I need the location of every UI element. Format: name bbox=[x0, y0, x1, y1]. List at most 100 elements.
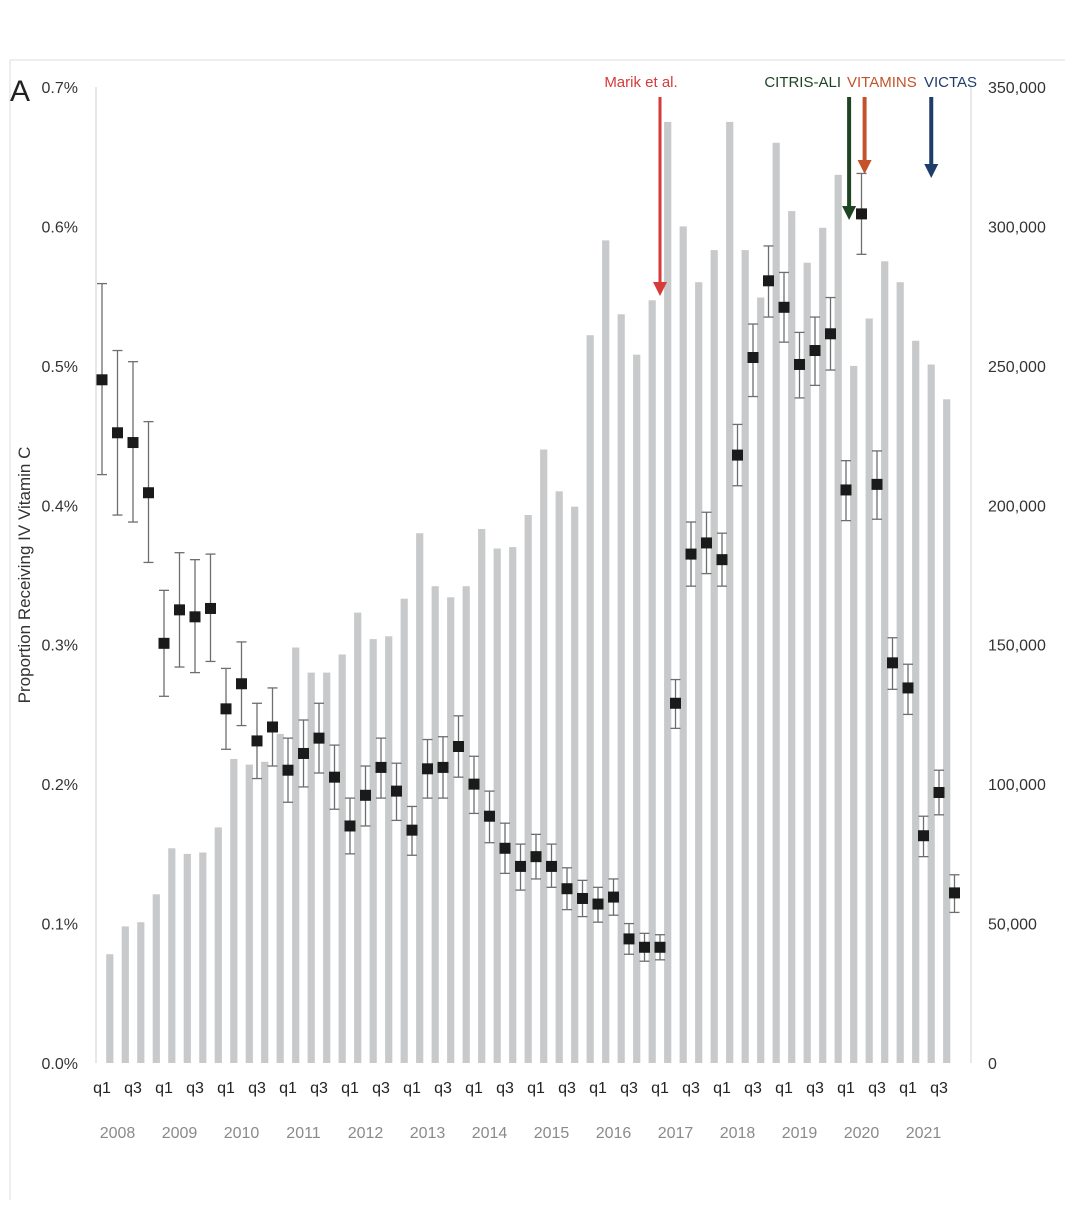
annotation-label: VICTAS bbox=[924, 74, 977, 91]
count-bar bbox=[245, 764, 253, 1063]
y-tick-label: 0.0% bbox=[42, 1056, 78, 1073]
count-bar bbox=[354, 612, 362, 1063]
count-bar bbox=[803, 262, 811, 1063]
x-tick-label: q1 bbox=[341, 1080, 359, 1097]
x-tick-label: q3 bbox=[496, 1080, 514, 1097]
count-bar bbox=[943, 399, 951, 1063]
annotation-arrow-head bbox=[842, 206, 857, 220]
annotation-arrow-head bbox=[924, 164, 939, 178]
x-tick-label: q3 bbox=[372, 1080, 390, 1097]
year-label: 2014 bbox=[472, 1125, 508, 1142]
x-tick-label: q1 bbox=[713, 1080, 731, 1097]
count-bar bbox=[400, 598, 408, 1063]
proportion-point bbox=[871, 478, 883, 490]
x-tick-label: q3 bbox=[558, 1080, 576, 1097]
count-bar bbox=[586, 335, 594, 1063]
proportion-point bbox=[546, 860, 557, 872]
count-bar bbox=[323, 672, 331, 1063]
y2-tick-label: 300,000 bbox=[988, 219, 1046, 236]
year-label: 2013 bbox=[410, 1125, 446, 1142]
proportion-point bbox=[685, 548, 697, 560]
proportion-point bbox=[267, 721, 278, 733]
year-label: 2017 bbox=[658, 1125, 694, 1142]
proportion-point bbox=[856, 208, 867, 220]
count-bar bbox=[338, 654, 346, 1063]
proportion-point bbox=[205, 602, 216, 614]
proportion-point bbox=[112, 427, 123, 439]
count-bar bbox=[664, 121, 672, 1063]
year-label: 2018 bbox=[720, 1125, 756, 1142]
y-tick-label: 0.5% bbox=[42, 359, 78, 376]
y2-tick-label: 250,000 bbox=[988, 359, 1046, 376]
y2-tick-label: 100,000 bbox=[988, 777, 1046, 794]
proportion-point bbox=[437, 761, 449, 773]
proportion-point bbox=[933, 787, 945, 799]
count-bar bbox=[865, 318, 873, 1063]
proportion-point bbox=[391, 785, 402, 797]
proportion-point bbox=[143, 487, 154, 499]
count-bar bbox=[679, 226, 687, 1063]
count-bar bbox=[927, 364, 935, 1063]
x-tick-label: q1 bbox=[651, 1080, 669, 1097]
y-tick-label: 0.2% bbox=[42, 777, 78, 794]
proportion-point bbox=[484, 810, 495, 822]
x-tick-label: q1 bbox=[775, 1080, 793, 1097]
annotation-arrow-head bbox=[857, 160, 872, 174]
proportion-point bbox=[639, 941, 650, 953]
y-tick-label: 0.4% bbox=[42, 498, 78, 515]
count-bar bbox=[648, 300, 656, 1063]
year-label: 2011 bbox=[286, 1125, 321, 1142]
proportion-point bbox=[189, 611, 201, 623]
proportion-point bbox=[825, 328, 836, 340]
proportion-point bbox=[282, 764, 294, 776]
x-tick-label: q1 bbox=[837, 1080, 855, 1097]
x-tick-label: q3 bbox=[248, 1080, 266, 1097]
x-tick-label: q3 bbox=[806, 1080, 824, 1097]
proportion-point bbox=[422, 763, 433, 775]
count-bar bbox=[741, 250, 749, 1064]
proportion-point bbox=[608, 891, 619, 903]
proportion-point bbox=[344, 820, 356, 832]
annotation-label: CITRIS-ALI bbox=[764, 74, 841, 91]
count-bar bbox=[788, 211, 796, 1064]
x-tick-label: q3 bbox=[310, 1080, 328, 1097]
x-tick-label: q1 bbox=[589, 1080, 607, 1097]
proportion-point bbox=[918, 830, 929, 842]
y-tick-label: 0.1% bbox=[42, 917, 78, 934]
proportion-point bbox=[670, 697, 681, 709]
count-bar bbox=[540, 449, 548, 1063]
proportion-point bbox=[468, 778, 480, 790]
year-label: 2020 bbox=[844, 1125, 880, 1142]
count-bar bbox=[602, 240, 610, 1063]
year-label: 2012 bbox=[348, 1125, 384, 1142]
proportion-point bbox=[313, 732, 325, 744]
proportion-point bbox=[329, 771, 340, 783]
year-label: 2009 bbox=[162, 1125, 198, 1142]
count-bar bbox=[555, 491, 563, 1063]
annotation-arrow-head bbox=[653, 282, 667, 296]
year-label: 2019 bbox=[782, 1125, 818, 1142]
x-tick-label: q1 bbox=[527, 1080, 545, 1097]
count-bar bbox=[106, 954, 114, 1063]
year-label: 2015 bbox=[534, 1125, 570, 1142]
count-bar bbox=[292, 647, 300, 1063]
count-bar bbox=[710, 250, 718, 1064]
proportion-point bbox=[406, 824, 418, 836]
x-tick-label: q3 bbox=[124, 1080, 142, 1097]
proportion-point bbox=[375, 761, 387, 773]
count-bar bbox=[431, 586, 439, 1063]
count-bar bbox=[912, 340, 920, 1063]
proportion-point bbox=[360, 789, 371, 801]
proportion-point bbox=[561, 883, 573, 895]
count-bar bbox=[834, 174, 842, 1064]
count-bar bbox=[214, 827, 222, 1063]
x-tick-label: q1 bbox=[155, 1080, 173, 1097]
proportion-point bbox=[840, 484, 852, 496]
y2-tick-label: 200,000 bbox=[988, 498, 1046, 515]
year-label: 2008 bbox=[100, 1125, 136, 1142]
y2-tick-label: 150,000 bbox=[988, 638, 1046, 655]
count-bar bbox=[896, 282, 904, 1063]
x-tick-label: q3 bbox=[930, 1080, 948, 1097]
